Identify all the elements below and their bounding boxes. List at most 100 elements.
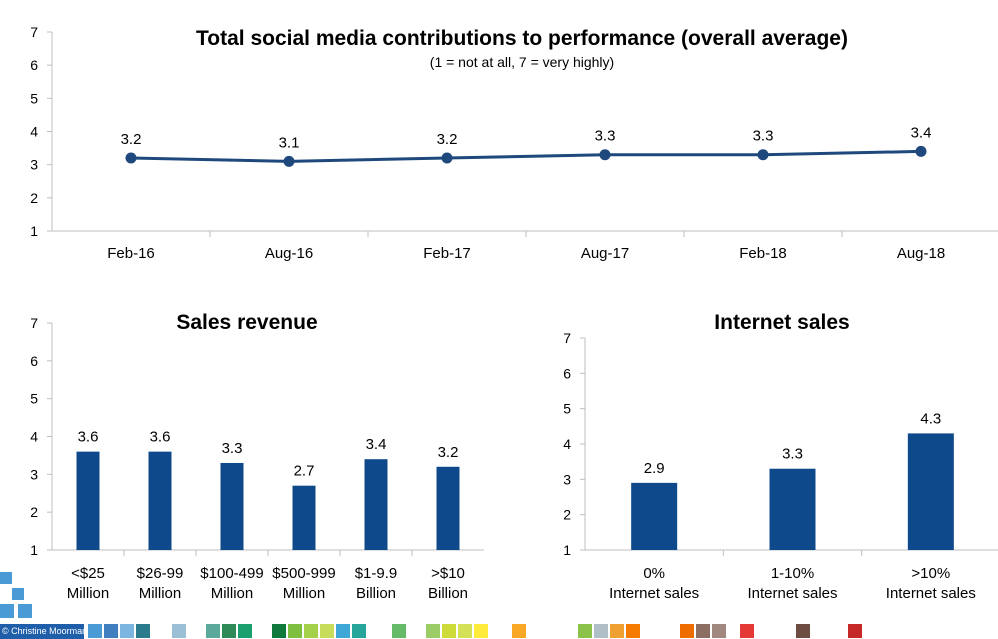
y-tick-label: 2 (30, 190, 38, 206)
y-tick-label: 3 (30, 466, 38, 482)
x-tick-label: Aug-16 (265, 245, 313, 262)
y-tick-label: 2 (30, 504, 38, 520)
x-tick-label: Million (283, 585, 326, 602)
footer-bar: © Christine Moorman (0, 624, 998, 639)
data-point (599, 149, 611, 161)
decor-square (320, 624, 334, 638)
x-tick-label: Million (67, 585, 110, 602)
decor-square (172, 624, 186, 638)
y-tick-label: 2 (563, 507, 571, 523)
decor-square (740, 624, 754, 638)
y-tick-label: 5 (563, 401, 571, 417)
x-tick-label: Feb-18 (739, 245, 787, 262)
y-tick-label: 1 (30, 223, 38, 239)
y-tick-label: 3 (30, 157, 38, 173)
x-tick-label: 0% (643, 565, 665, 582)
x-tick-label: <$25 (71, 565, 105, 582)
chart-title: Total social media contributions to perf… (196, 27, 848, 50)
y-tick-label: 4 (30, 124, 38, 140)
data-label: 3.6 (150, 429, 171, 446)
y-tick-label: 4 (30, 429, 38, 445)
decor-square (136, 624, 150, 638)
bar (436, 466, 460, 550)
y-tick-label: 6 (30, 57, 38, 73)
footer-credit: © Christine Moorman (0, 624, 84, 639)
y-tick-label: 7 (30, 24, 38, 40)
bar (76, 451, 100, 550)
data-point (915, 145, 927, 157)
data-label: 2.7 (294, 463, 315, 480)
charts-canvas: Total social media contributions to perf… (0, 24, 998, 618)
bar (631, 482, 678, 550)
decor-square (272, 624, 286, 638)
data-label: 3.3 (595, 128, 616, 145)
data-point (441, 152, 453, 164)
chart-subtitle: (1 = not at all, 7 = very highly) (430, 54, 614, 70)
decor-square (104, 624, 118, 638)
data-label: 3.2 (437, 131, 458, 148)
x-tick-label: Aug-17 (581, 245, 629, 262)
x-tick-label: Internet sales (886, 585, 976, 602)
x-tick-label: Feb-17 (423, 245, 471, 262)
data-label: 3.2 (438, 444, 459, 461)
x-tick-label: Billion (428, 585, 468, 602)
data-label: 3.3 (782, 446, 803, 463)
decor-square (696, 624, 710, 638)
x-tick-label: $100-499 (200, 565, 263, 582)
bar (220, 462, 244, 550)
y-tick-label: 1 (30, 542, 38, 558)
decor-square (474, 624, 488, 638)
y-tick-label: 1 (563, 542, 571, 558)
decor-square (848, 624, 862, 638)
decor-square (610, 624, 624, 638)
series-line (130, 149, 922, 163)
decor-square (680, 624, 694, 638)
y-tick-label: 6 (563, 365, 571, 381)
data-label: 3.3 (753, 128, 774, 145)
x-tick-label: Billion (356, 585, 396, 602)
bar (769, 468, 816, 550)
bar (364, 459, 388, 550)
data-label: 3.1 (279, 134, 300, 151)
decor-square (712, 624, 726, 638)
y-tick-label: 4 (563, 436, 571, 452)
x-tick-label: Internet sales (609, 585, 699, 602)
data-label: 3.2 (121, 131, 142, 148)
data-point (283, 155, 295, 167)
decor-square (458, 624, 472, 638)
data-point (125, 152, 137, 164)
decor-square (88, 624, 102, 638)
decor-square (512, 624, 526, 638)
decor-square (594, 624, 608, 638)
data-point (757, 149, 769, 161)
chart-title: Internet sales (714, 311, 849, 334)
y-tick-label: 7 (30, 315, 38, 331)
decor-square (392, 624, 406, 638)
x-tick-label: $26-99 (137, 565, 184, 582)
y-tick-label: 7 (563, 330, 571, 346)
data-label: 2.9 (644, 460, 665, 477)
decor-square (206, 624, 220, 638)
data-label: 3.6 (78, 429, 99, 446)
decor-square (0, 572, 12, 584)
decor-square (336, 624, 350, 638)
decor-square (238, 624, 252, 638)
data-label: 3.4 (366, 436, 387, 453)
y-tick-label: 5 (30, 90, 38, 106)
x-tick-label: >$10 (431, 565, 465, 582)
decor-square (222, 624, 236, 638)
bar (292, 485, 316, 550)
decor-square (796, 624, 810, 638)
y-tick-label: 3 (563, 471, 571, 487)
data-label: 3.3 (222, 440, 243, 457)
decor-square (442, 624, 456, 638)
x-tick-label: 1-10% (771, 565, 814, 582)
bar (148, 451, 172, 550)
x-tick-label: $500-999 (272, 565, 335, 582)
x-tick-label: Million (139, 585, 182, 602)
x-tick-label: Aug-18 (897, 245, 945, 262)
decor-square (352, 624, 366, 638)
decor-square (12, 588, 24, 600)
y-tick-label: 6 (30, 353, 38, 369)
decor-square (18, 604, 32, 618)
